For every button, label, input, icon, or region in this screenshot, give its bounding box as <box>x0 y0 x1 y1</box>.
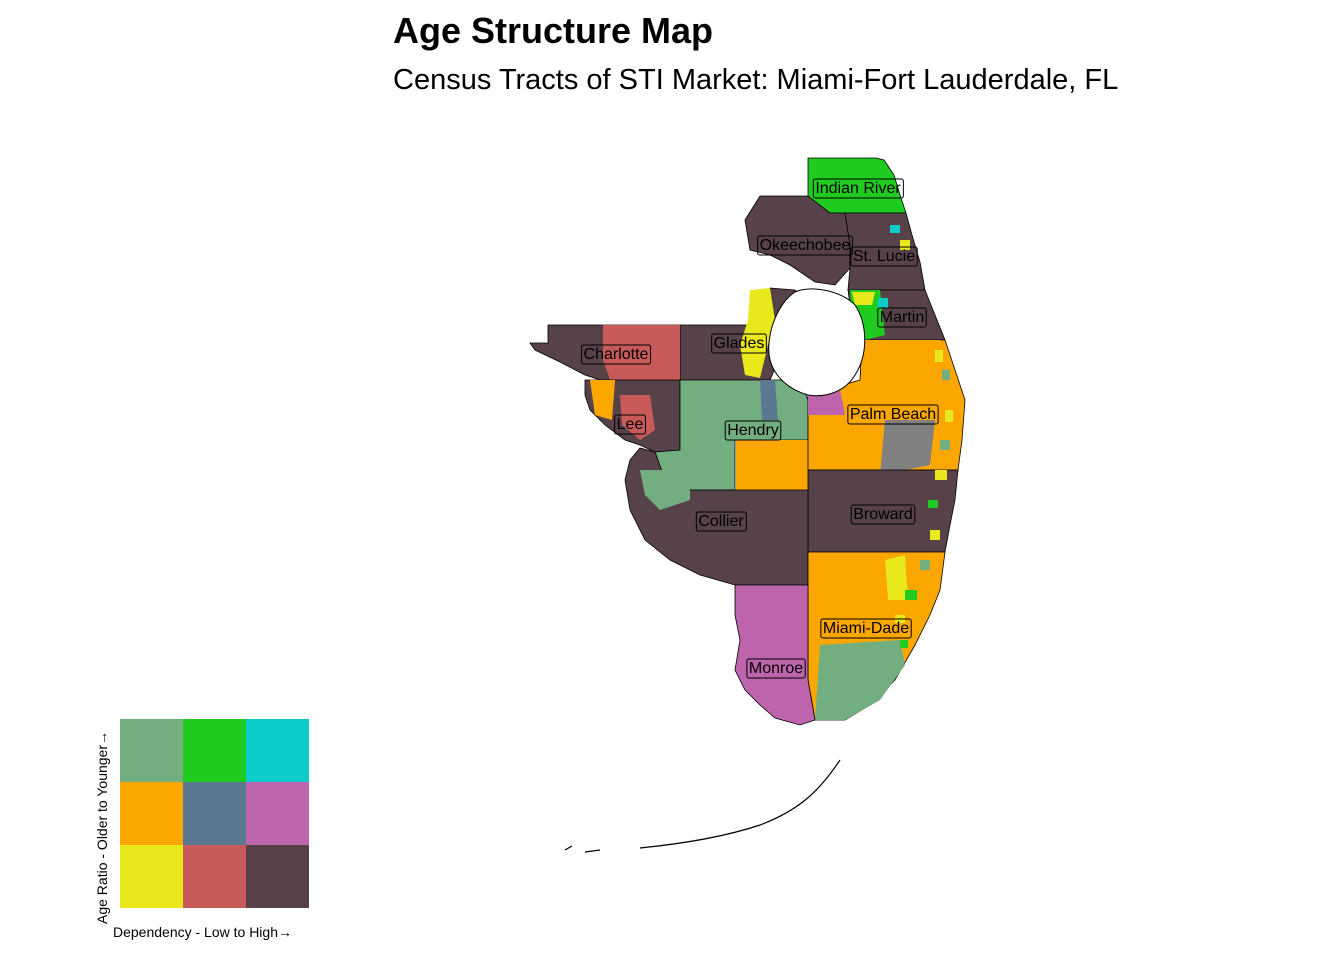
county-collier <box>624 447 809 586</box>
bivariate-legend <box>120 719 309 908</box>
county-label-okeechobee: Okeechobee <box>757 235 853 256</box>
county-label-box <box>820 618 912 639</box>
county-label-box <box>724 420 782 441</box>
legend-cell-r1c2 <box>246 782 309 845</box>
map-subtitle: Census Tracts of STI Market: Miami-Fort … <box>393 64 1119 96</box>
county-okeechobee <box>744 195 851 286</box>
county-label-broward: Broward <box>850 504 916 525</box>
county-label-box <box>711 333 767 354</box>
county-label-martin: Martin <box>877 307 927 328</box>
legend-cell-r1c0 <box>120 782 183 845</box>
county-label-text: Broward <box>853 506 913 523</box>
county-label-text: Palm Beach <box>850 406 936 423</box>
legend-y-label: Age Ratio - Older to Younger→ <box>94 730 110 924</box>
county-label-palm-beach: Palm Beach <box>847 404 939 425</box>
county-label-box <box>581 344 652 365</box>
county-label-text: Collier <box>698 513 744 530</box>
county-label-hendry: Hendry <box>724 420 782 441</box>
county-label-collier: Collier <box>695 511 747 532</box>
county-label-text: Glades <box>714 335 765 352</box>
county-label-text: Lee <box>617 416 644 433</box>
county-label-box <box>847 404 939 425</box>
county-label-text: Indian River <box>815 180 901 197</box>
county-label-monroe: Monroe <box>746 658 806 679</box>
county-label-text: Charlotte <box>584 346 649 363</box>
florida-keys <box>564 759 841 853</box>
urban-coastal-tracts <box>878 225 953 648</box>
legend-cell-r0c1 <box>183 719 246 782</box>
county-label-miami-dade: Miami-Dade <box>820 618 912 639</box>
map-title: Age Structure Map <box>393 10 714 51</box>
county-label-glades: Glades <box>711 333 767 354</box>
county-label-text: St. Lucie <box>853 248 915 265</box>
county-label-text: Monroe <box>749 660 803 677</box>
lake-okeechobee <box>768 288 866 397</box>
legend-x-label: Dependency - Low to High→ <box>113 924 292 940</box>
county-label-text: Martin <box>880 309 924 326</box>
county-label-box <box>757 235 853 256</box>
county-label-st-lucie: St. Lucie <box>850 246 918 267</box>
county-label-box <box>614 414 646 435</box>
legend-cell-r2c2 <box>246 845 309 908</box>
legend-cell-r1c1 <box>183 782 246 845</box>
legend-cell-r2c1 <box>183 845 246 908</box>
county-label-lee: Lee <box>614 414 646 435</box>
county-label-box <box>695 511 747 532</box>
county-label-text: Okeechobee <box>760 237 851 254</box>
county-label-box <box>850 246 918 267</box>
legend-cell-r0c2 <box>246 719 309 782</box>
county-label-box <box>812 178 904 199</box>
county-label-text: Miami-Dade <box>823 620 909 637</box>
county-label-box <box>877 307 927 328</box>
county-label-charlotte: Charlotte <box>581 344 652 365</box>
county-label-box <box>850 504 916 525</box>
county-label-text: Hendry <box>727 422 779 439</box>
legend-cell-r2c0 <box>120 845 183 908</box>
county-monroe <box>734 584 816 726</box>
legend-cell-r0c0 <box>120 719 183 782</box>
county-label-box <box>746 658 806 679</box>
county-label-indian-river: Indian River <box>812 178 904 199</box>
